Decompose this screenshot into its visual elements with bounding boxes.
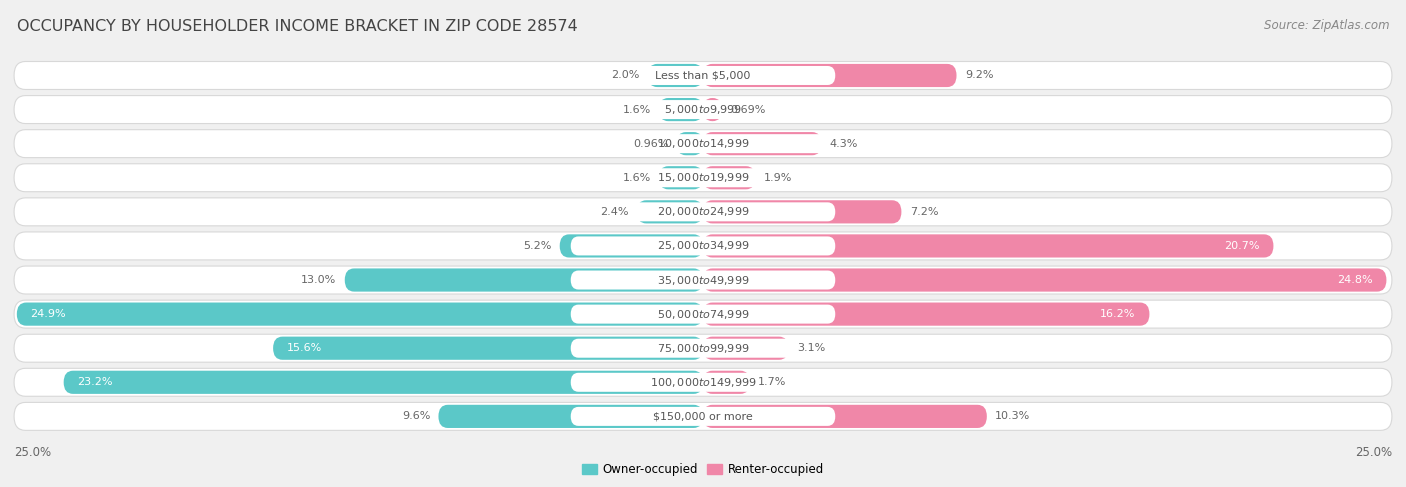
FancyBboxPatch shape [571,373,835,392]
FancyBboxPatch shape [703,166,755,189]
Text: 10.3%: 10.3% [995,412,1031,421]
Text: 7.2%: 7.2% [910,207,938,217]
Text: 25.0%: 25.0% [1355,447,1392,459]
FancyBboxPatch shape [571,304,835,324]
FancyBboxPatch shape [703,268,1386,292]
Text: 9.6%: 9.6% [402,412,430,421]
Text: 16.2%: 16.2% [1101,309,1136,319]
Text: $100,000 to $149,999: $100,000 to $149,999 [650,376,756,389]
Text: Source: ZipAtlas.com: Source: ZipAtlas.com [1264,19,1389,33]
Text: 9.2%: 9.2% [965,71,993,80]
FancyBboxPatch shape [703,200,901,224]
FancyBboxPatch shape [703,302,1150,326]
Text: $50,000 to $74,999: $50,000 to $74,999 [657,308,749,320]
Text: OCCUPANCY BY HOUSEHOLDER INCOME BRACKET IN ZIP CODE 28574: OCCUPANCY BY HOUSEHOLDER INCOME BRACKET … [17,19,578,35]
Text: 3.1%: 3.1% [797,343,825,353]
FancyBboxPatch shape [703,234,1274,258]
FancyBboxPatch shape [703,337,789,360]
Text: $20,000 to $24,999: $20,000 to $24,999 [657,206,749,218]
FancyBboxPatch shape [571,407,835,426]
FancyBboxPatch shape [14,300,1392,328]
Text: $75,000 to $99,999: $75,000 to $99,999 [657,342,749,355]
FancyBboxPatch shape [17,302,703,326]
Text: 1.9%: 1.9% [763,173,792,183]
FancyBboxPatch shape [14,95,1392,124]
Text: $10,000 to $14,999: $10,000 to $14,999 [657,137,749,150]
FancyBboxPatch shape [14,198,1392,226]
Text: $150,000 or more: $150,000 or more [654,412,752,421]
FancyBboxPatch shape [14,266,1392,294]
Text: 1.6%: 1.6% [623,173,651,183]
FancyBboxPatch shape [571,270,835,290]
FancyBboxPatch shape [637,200,703,224]
Text: $35,000 to $49,999: $35,000 to $49,999 [657,274,749,286]
FancyBboxPatch shape [14,130,1392,158]
FancyBboxPatch shape [659,98,703,121]
FancyBboxPatch shape [571,134,835,153]
FancyBboxPatch shape [63,371,703,394]
FancyBboxPatch shape [560,234,703,258]
FancyBboxPatch shape [14,402,1392,431]
FancyBboxPatch shape [703,405,987,428]
FancyBboxPatch shape [703,371,749,394]
Text: 23.2%: 23.2% [77,377,112,387]
Text: $25,000 to $34,999: $25,000 to $34,999 [657,240,749,252]
FancyBboxPatch shape [571,100,835,119]
Text: 13.0%: 13.0% [301,275,336,285]
FancyBboxPatch shape [571,236,835,256]
Text: $5,000 to $9,999: $5,000 to $9,999 [664,103,742,116]
Text: 4.3%: 4.3% [830,139,858,149]
FancyBboxPatch shape [703,132,821,155]
FancyBboxPatch shape [703,64,956,87]
FancyBboxPatch shape [14,232,1392,260]
Text: Less than $5,000: Less than $5,000 [655,71,751,80]
FancyBboxPatch shape [676,132,703,155]
Text: 15.6%: 15.6% [287,343,322,353]
Text: 1.6%: 1.6% [623,105,651,114]
FancyBboxPatch shape [703,98,723,121]
Text: 24.9%: 24.9% [31,309,66,319]
Text: 2.4%: 2.4% [600,207,628,217]
Text: 0.69%: 0.69% [730,105,766,114]
FancyBboxPatch shape [14,368,1392,396]
FancyBboxPatch shape [14,164,1392,192]
Text: 1.7%: 1.7% [758,377,786,387]
Text: 0.96%: 0.96% [633,139,668,149]
Text: $15,000 to $19,999: $15,000 to $19,999 [657,171,749,184]
Text: 24.8%: 24.8% [1337,275,1372,285]
FancyBboxPatch shape [344,268,703,292]
FancyBboxPatch shape [571,168,835,187]
Text: 25.0%: 25.0% [14,447,51,459]
Text: 2.0%: 2.0% [612,71,640,80]
FancyBboxPatch shape [14,61,1392,90]
Text: 20.7%: 20.7% [1225,241,1260,251]
FancyBboxPatch shape [439,405,703,428]
Legend: Owner-occupied, Renter-occupied: Owner-occupied, Renter-occupied [582,463,824,476]
FancyBboxPatch shape [14,334,1392,362]
FancyBboxPatch shape [273,337,703,360]
FancyBboxPatch shape [648,64,703,87]
Text: 5.2%: 5.2% [523,241,551,251]
FancyBboxPatch shape [571,202,835,222]
FancyBboxPatch shape [571,338,835,358]
FancyBboxPatch shape [659,166,703,189]
FancyBboxPatch shape [571,66,835,85]
